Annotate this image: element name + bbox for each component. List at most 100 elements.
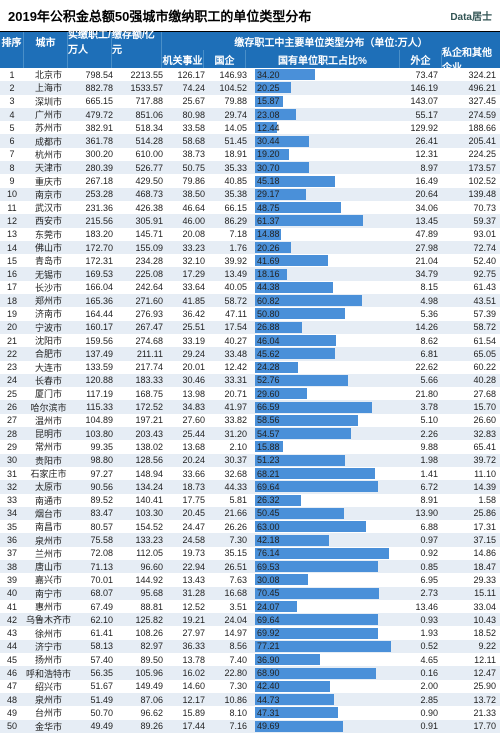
cell-bar: 51.23 <box>251 454 400 467</box>
cell-d4: 14.26 <box>400 321 442 334</box>
cell-emp: 165.36 <box>73 294 117 307</box>
cell-d2: 7.16 <box>209 720 251 733</box>
table-row: 46呼和浩特市56.35105.9616.0222.8068.900.1612.… <box>0 666 500 679</box>
table-row: 50金华市49.4989.2617.447.1649.690.9117.70 <box>0 720 500 733</box>
table-row: 14佛山市172.70155.0933.231.7620.2627.9872.7… <box>0 241 500 254</box>
cell-city: 石家庄市 <box>24 467 73 480</box>
cell-amt: 610.00 <box>117 148 167 161</box>
cell-d1: 38.50 <box>167 188 209 201</box>
cell-d5: 72.74 <box>442 241 500 254</box>
cell-d2: 30.37 <box>209 454 251 467</box>
cell-emp: 172.31 <box>73 254 117 267</box>
cell-d2: 20.71 <box>209 387 251 400</box>
cell-d4: 5.66 <box>400 374 442 387</box>
cell-d2: 7.63 <box>209 573 251 586</box>
cell-rank: 7 <box>0 148 24 161</box>
cell-emp: 50.70 <box>73 706 117 719</box>
cell-rank: 4 <box>0 108 24 121</box>
cell-bar: 47.31 <box>251 706 400 719</box>
cell-city: 济宁市 <box>24 640 73 653</box>
cell-amt: 128.56 <box>117 454 167 467</box>
cell-amt: 211.11 <box>117 347 167 360</box>
cell-rank: 50 <box>0 720 24 733</box>
cell-d5: 15.70 <box>442 400 500 413</box>
cell-d1: 33.23 <box>167 241 209 254</box>
cell-rank: 27 <box>0 414 24 427</box>
header-city: 城市 <box>24 32 68 50</box>
cell-d2: 10.86 <box>209 693 251 706</box>
table-row: 43徐州市61.41108.2627.9714.9769.921.9318.52 <box>0 626 500 639</box>
cell-rank: 34 <box>0 507 24 520</box>
cell-emp: 51.67 <box>73 680 117 693</box>
cell-rank: 2 <box>0 81 24 94</box>
cell-d4: 6.88 <box>400 520 442 533</box>
cell-amt: 89.26 <box>117 720 167 733</box>
cell-d1: 19.21 <box>167 613 209 626</box>
cell-d2: 86.29 <box>209 214 251 227</box>
cell-emp: 159.56 <box>73 334 117 347</box>
cell-d5: 102.52 <box>442 174 500 187</box>
cell-emp: 231.36 <box>73 201 117 214</box>
cell-d1: 74.24 <box>167 81 209 94</box>
cell-amt: 172.52 <box>117 400 167 413</box>
header-employees: 实缴职工/万人 <box>68 32 112 50</box>
cell-bar: 15.87 <box>251 95 400 108</box>
cell-rank: 33 <box>0 494 24 507</box>
cell-amt: 89.50 <box>117 653 167 666</box>
cell-d4: 26.41 <box>400 134 442 147</box>
cell-city: 长春市 <box>24 374 73 387</box>
cell-amt: 197.21 <box>117 414 167 427</box>
cell-amt: 518.34 <box>117 121 167 134</box>
cell-city: 太原市 <box>24 480 73 493</box>
cell-city: 扬州市 <box>24 653 73 666</box>
header-blank2 <box>24 50 68 68</box>
header-rank: 排序 <box>0 32 24 50</box>
cell-amt: 168.75 <box>117 387 167 400</box>
cell-d2: 31.20 <box>209 427 251 440</box>
cell-d5: 327.45 <box>442 95 500 108</box>
cell-d2: 26.51 <box>209 560 251 573</box>
cell-d1: 12.17 <box>167 693 209 706</box>
cell-amt: 429.50 <box>117 174 167 187</box>
cell-emp: 361.78 <box>73 134 117 147</box>
table-row: 17长沙市166.04242.6433.6440.0544.388.1561.4… <box>0 281 500 294</box>
cell-rank: 47 <box>0 680 24 693</box>
table-row: 7杭州市300.20610.0038.7318.9119.2012.31224.… <box>0 148 500 161</box>
cell-d2: 41.97 <box>209 400 251 413</box>
cell-rank: 1 <box>0 68 24 81</box>
cell-d1: 46.00 <box>167 214 209 227</box>
cell-bar: 49.69 <box>251 720 400 733</box>
cell-amt: 203.43 <box>117 427 167 440</box>
cell-amt: 145.71 <box>117 228 167 241</box>
cell-d4: 8.15 <box>400 281 442 294</box>
cell-city: 南宁市 <box>24 587 73 600</box>
cell-d5: 57.39 <box>442 307 500 320</box>
cell-d2: 40.85 <box>209 174 251 187</box>
cell-d5: 18.47 <box>442 560 500 573</box>
cell-d5: 21.33 <box>442 706 500 719</box>
cell-d5: 10.43 <box>442 613 500 626</box>
cell-rank: 32 <box>0 480 24 493</box>
cell-d1: 36.33 <box>167 640 209 653</box>
cell-emp: 70.01 <box>73 573 117 586</box>
cell-emp: 103.80 <box>73 427 117 440</box>
cell-d5: 25.90 <box>442 680 500 693</box>
cell-d4: 143.07 <box>400 95 442 108</box>
cell-rank: 26 <box>0 400 24 413</box>
cell-amt: 144.92 <box>117 573 167 586</box>
cell-bar: 20.26 <box>251 241 400 254</box>
cell-d1: 13.98 <box>167 387 209 400</box>
cell-d2: 33.82 <box>209 414 251 427</box>
cell-d2: 146.93 <box>209 68 251 81</box>
cell-city: 昆明市 <box>24 427 73 440</box>
cell-emp: 75.58 <box>73 533 117 546</box>
cell-d2: 17.54 <box>209 321 251 334</box>
table-row: 4广州市479.72851.0680.9829.7423.0855.17274.… <box>0 108 500 121</box>
cell-d2: 7.30 <box>209 533 251 546</box>
cell-emp: 160.17 <box>73 321 117 334</box>
cell-d4: 1.93 <box>400 626 442 639</box>
cell-city: 长沙市 <box>24 281 73 294</box>
cell-rank: 3 <box>0 95 24 108</box>
cell-d1: 13.78 <box>167 653 209 666</box>
cell-d4: 6.95 <box>400 573 442 586</box>
